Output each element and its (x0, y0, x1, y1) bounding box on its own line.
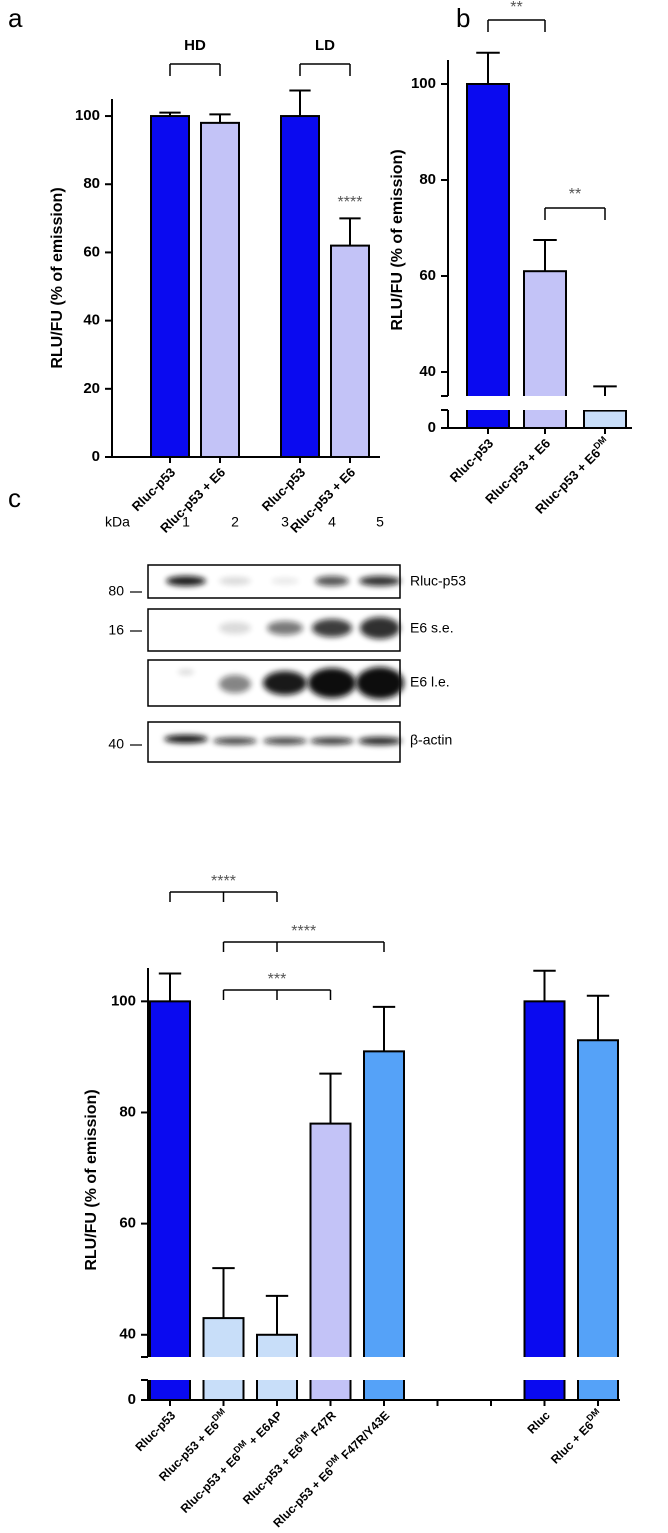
blot-unit: kDa (105, 514, 130, 530)
x-tick-label: Rluc-p53 (133, 1408, 179, 1454)
bar (149, 1000, 191, 1401)
y-tick-label: 100 (75, 107, 100, 124)
bar (523, 1000, 566, 1401)
band (164, 735, 208, 743)
y-tick-label: 0 (128, 1391, 136, 1408)
label-part: Rluc (525, 1408, 554, 1437)
x-tick-label: Rluc-p53 (129, 465, 178, 514)
y-tick-label: 0 (428, 419, 436, 436)
bar (363, 1050, 405, 1402)
significance: **** (211, 873, 236, 890)
x-tick-label: Rluc-p53 + E6DM + E6AP (176, 1406, 286, 1516)
y-tick-label: 40 (419, 363, 436, 380)
x-tick-label: Rluc-p53 + E6DM F47R (238, 1406, 339, 1507)
significance: **** (338, 194, 363, 211)
band (219, 675, 251, 693)
y-tick-label: 80 (83, 175, 100, 192)
band (178, 669, 194, 675)
blot-row-label: β-actin (410, 732, 452, 748)
lane-label: 4 (328, 514, 336, 530)
y-tick-label: 100 (411, 75, 436, 92)
lane-label: 1 (182, 514, 190, 530)
label-part: Rluc-p53 (259, 465, 308, 514)
band (359, 576, 401, 586)
band (308, 668, 356, 698)
significance: ** (510, 0, 522, 16)
x-tick-label: Rluc + E6DM (546, 1406, 606, 1466)
label-part: F47R (306, 1408, 339, 1441)
band (310, 737, 354, 745)
significance: *** (268, 971, 287, 988)
axis-break (438, 396, 632, 410)
label-part: Rluc-p53 (447, 436, 496, 485)
bar (583, 409, 627, 430)
y-tick-label: 60 (419, 267, 436, 284)
bar (466, 83, 510, 429)
band (271, 578, 299, 584)
band (312, 619, 352, 637)
y-tick-label: 80 (119, 1103, 136, 1120)
y-tick-label: 40 (119, 1326, 136, 1343)
band (358, 737, 402, 745)
bar (280, 115, 320, 459)
axis-break (138, 1357, 620, 1380)
blot-marker: 80 (108, 583, 124, 599)
band (356, 667, 404, 699)
label-part: Rluc + E6 (548, 1418, 597, 1467)
y-axis-label: RLU/FU (% of emission) (83, 1089, 100, 1270)
blot-row-label: Rluc-p53 (410, 573, 466, 589)
group-label: LD (315, 37, 335, 54)
bar (309, 1122, 352, 1401)
x-tick-label: Rluc-p53 (447, 436, 496, 485)
band (315, 576, 349, 586)
panel-label: c (8, 483, 21, 513)
western-blot: kDa 80 16 40 Rluc-p53 E6 s.e. E6 l.e. β-… (105, 514, 466, 763)
lane-label: 5 (376, 514, 384, 530)
y-tick-label: 80 (419, 171, 436, 188)
label-part: Rluc-p53 (133, 1408, 179, 1454)
y-axis-label: RLU/FU (% of emission) (389, 149, 406, 330)
y-tick-label: 60 (83, 243, 100, 260)
label-part: + E6AP (244, 1408, 286, 1450)
band (267, 621, 303, 635)
bar (330, 244, 370, 458)
band (360, 617, 400, 639)
y-tick-label: 60 (119, 1215, 136, 1232)
band (166, 576, 206, 586)
significance: ** (569, 186, 581, 203)
y-axis-label: RLU/FU (% of emission) (49, 187, 66, 368)
band (213, 737, 257, 745)
label-part: F47R/Y43E (336, 1408, 392, 1464)
band (263, 671, 307, 695)
x-tick-label: Rluc (525, 1408, 554, 1437)
panel-label: b (456, 3, 470, 33)
significance: **** (291, 923, 316, 940)
y-tick-label: 0 (92, 448, 100, 465)
lane-label: 3 (281, 514, 289, 530)
y-tick-label: 20 (83, 380, 100, 397)
bar (150, 115, 190, 459)
band (263, 737, 307, 745)
blot-row-label: E6 s.e. (410, 620, 454, 636)
blot-marker: 16 (108, 622, 124, 638)
blot-row-label: E6 l.e. (410, 674, 450, 690)
blot-marker: 40 (108, 736, 124, 752)
bar (577, 1039, 619, 1401)
lane-label: 2 (231, 514, 239, 530)
group-label: HD (184, 37, 206, 54)
y-tick-label: 40 (83, 312, 100, 329)
band (219, 622, 251, 634)
band (219, 577, 251, 585)
label-part: Rluc-p53 (129, 465, 178, 514)
panel-label: a (8, 3, 23, 33)
x-tick-label: Rluc-p53 (259, 465, 308, 514)
y-tick-label: 100 (111, 992, 136, 1009)
bar (200, 121, 240, 458)
